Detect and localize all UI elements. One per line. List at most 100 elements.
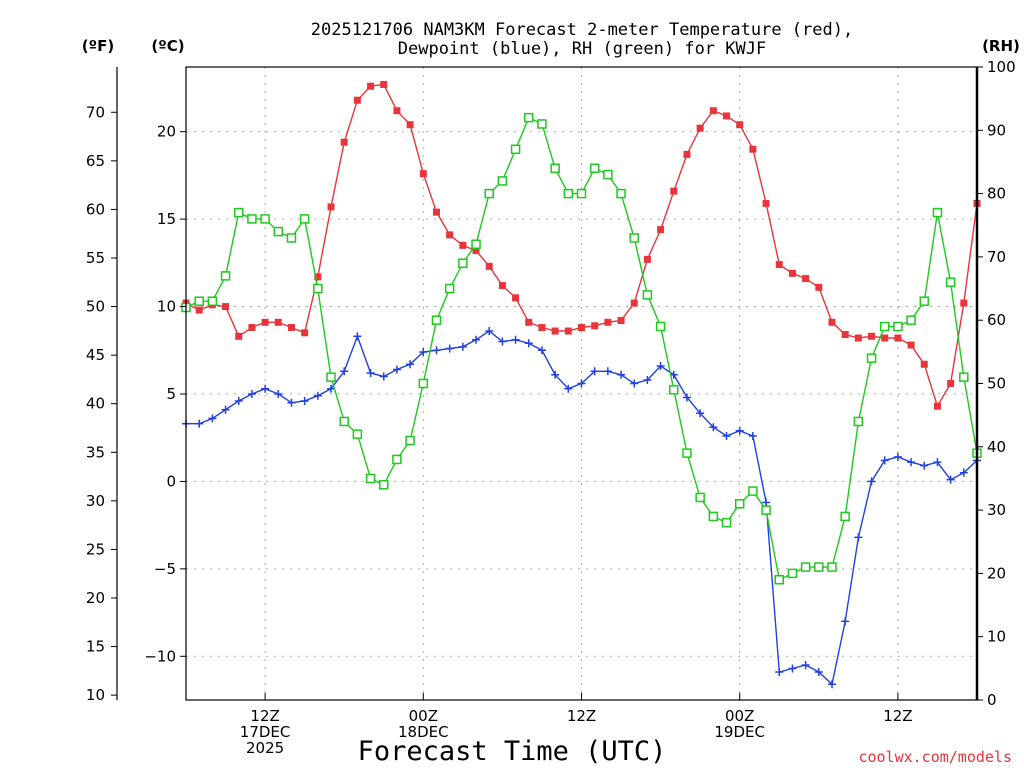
data-point	[841, 331, 849, 339]
data-point	[274, 389, 283, 398]
data-point	[657, 226, 665, 234]
data-point	[749, 145, 757, 153]
data-point	[723, 112, 731, 120]
data-point	[459, 241, 467, 249]
x-tick-label: 12Z	[567, 707, 596, 725]
data-point	[418, 378, 429, 389]
data-point	[365, 473, 376, 484]
data-point	[907, 458, 916, 467]
data-point	[604, 318, 612, 326]
data-point	[617, 317, 625, 325]
celsius-tick-label: −10	[144, 647, 176, 665]
fahrenheit-tick-label: 55	[86, 249, 105, 267]
data-point	[932, 207, 943, 218]
data-point	[788, 269, 796, 277]
series-dewpoint	[182, 327, 981, 689]
data-point	[762, 498, 771, 507]
data-point	[432, 208, 440, 216]
data-point	[933, 458, 942, 467]
celsius-unit-label: (ºC)	[151, 37, 184, 55]
axes: −10−505101520101520253035404550556065700…	[86, 58, 1016, 757]
data-point	[274, 318, 282, 326]
data-point	[551, 327, 559, 335]
rh-tick-label: 100	[987, 58, 1016, 76]
data-point	[683, 150, 691, 158]
data-point	[748, 486, 758, 496]
data-point	[630, 379, 639, 388]
rh-tick-label: 90	[987, 121, 1006, 139]
data-point	[524, 112, 534, 123]
data-point	[208, 414, 217, 423]
data-point	[498, 282, 506, 290]
fahrenheit-unit-label: (ºF)	[82, 37, 114, 55]
data-point	[696, 124, 704, 132]
data-point	[379, 480, 389, 490]
data-point	[340, 367, 349, 376]
data-point	[945, 277, 956, 287]
rh-unit-label: (RH)	[982, 37, 1020, 55]
data-point	[221, 405, 230, 414]
data-point	[444, 283, 455, 294]
data-point	[458, 342, 467, 351]
data-point	[655, 321, 666, 332]
data-point	[774, 574, 784, 585]
credit-text: coolwx.com/models	[858, 748, 1012, 766]
data-point	[472, 247, 480, 255]
data-point	[352, 429, 363, 439]
data-point	[919, 296, 930, 306]
data-point	[445, 344, 454, 353]
data-point	[577, 379, 586, 388]
rh-tick-label: 40	[987, 438, 1006, 456]
data-point	[300, 396, 309, 405]
data-point	[709, 423, 718, 432]
data-point	[326, 372, 336, 382]
data-point	[814, 562, 824, 572]
fahrenheit-tick-label: 20	[86, 589, 105, 607]
fahrenheit-tick-label: 30	[86, 492, 105, 510]
data-point	[510, 144, 521, 155]
data-point	[446, 231, 454, 239]
fahrenheit-tick-label: 60	[86, 200, 105, 218]
data-point	[261, 318, 269, 326]
chart-title-line-1: 2025121706 NAM3KM Forecast 2-meter Tempe…	[311, 20, 853, 40]
data-point	[564, 327, 572, 335]
data-point	[590, 367, 599, 376]
data-point	[682, 448, 692, 458]
rh-tick-label: 20	[987, 564, 1006, 582]
data-point	[946, 475, 955, 484]
data-point	[485, 262, 493, 270]
series-2-meter-temperature	[182, 80, 981, 410]
data-point	[234, 396, 243, 405]
data-point	[405, 435, 415, 446]
x-tick-label: 19DEC	[714, 723, 765, 741]
data-point	[920, 360, 928, 368]
rh-tick-label: 80	[987, 185, 1006, 203]
data-point	[484, 188, 494, 199]
data-point	[207, 296, 218, 306]
data-point	[537, 346, 546, 355]
x-tick-label: 2025	[246, 739, 284, 757]
data-point	[340, 138, 348, 146]
data-point	[419, 170, 427, 178]
fahrenheit-tick-label: 50	[86, 298, 105, 316]
data-point	[327, 203, 335, 211]
data-point	[406, 360, 415, 369]
data-point	[787, 568, 798, 579]
data-point	[247, 389, 256, 398]
data-point	[287, 324, 295, 332]
data-point	[392, 454, 402, 465]
x-tick-label: 12Z	[250, 707, 279, 725]
fahrenheit-tick-label: 40	[86, 395, 105, 413]
fahrenheit-tick-label: 25	[86, 540, 105, 558]
data-point	[788, 664, 797, 673]
data-point	[472, 335, 481, 344]
celsius-tick-label: 20	[157, 123, 176, 141]
data-point	[367, 82, 375, 90]
data-point	[736, 121, 744, 129]
chart-title-line-2: Dewpoint (blue), RH (green) for KWJF	[398, 39, 766, 59]
data-point	[471, 239, 481, 249]
fahrenheit-tick-label: 15	[86, 638, 105, 656]
data-point	[893, 452, 902, 461]
data-point	[603, 169, 613, 180]
